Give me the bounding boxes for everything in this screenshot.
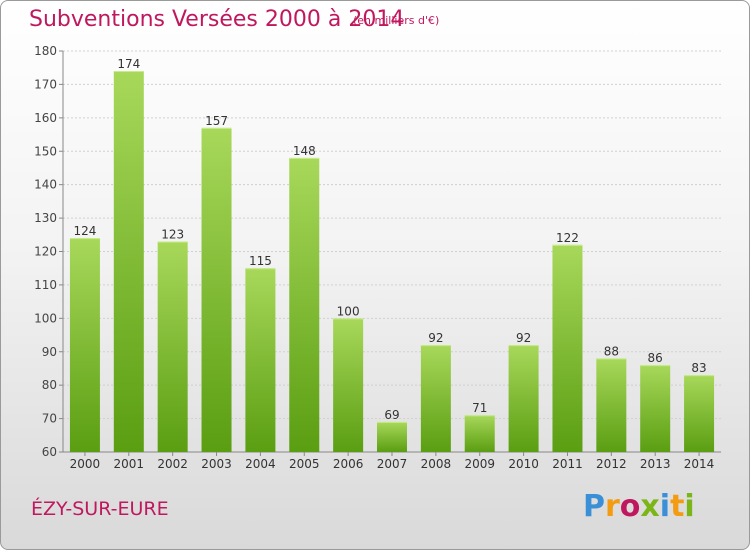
x-tick-label: 2011 bbox=[552, 457, 583, 471]
x-tick-label: 2010 bbox=[508, 457, 539, 471]
logo-letter: o bbox=[619, 489, 641, 524]
bar-value-label: 83 bbox=[691, 361, 706, 375]
bar bbox=[113, 71, 144, 453]
x-tick-label: 2001 bbox=[114, 457, 145, 471]
x-tick-label: 2007 bbox=[377, 457, 408, 471]
bar-value-label: 174 bbox=[117, 57, 140, 71]
y-tick-label: 120 bbox=[34, 245, 57, 259]
y-tick-label: 100 bbox=[34, 311, 57, 325]
x-tick-label: 2002 bbox=[157, 457, 188, 471]
y-tick-label: 110 bbox=[34, 278, 57, 292]
bar bbox=[333, 318, 364, 452]
y-tick-label: 80 bbox=[42, 378, 57, 392]
bar bbox=[464, 415, 495, 452]
bar-value-label: 122 bbox=[556, 231, 579, 245]
y-tick-label: 170 bbox=[34, 77, 57, 91]
bar-value-label: 88 bbox=[604, 344, 619, 358]
x-tick-labels: 2000 2001 2002 2003 2004 2005 2006 2007 2008 2009… bbox=[70, 457, 715, 471]
bar-value-label: 71 bbox=[472, 401, 487, 415]
logo-letter: r bbox=[605, 489, 620, 524]
y-tick-label: 60 bbox=[42, 445, 57, 459]
bar bbox=[640, 365, 671, 452]
bar bbox=[289, 157, 320, 452]
bar bbox=[245, 268, 276, 452]
bar bbox=[157, 241, 188, 452]
y-tick-label: 90 bbox=[42, 345, 57, 359]
x-tick-label: 2013 bbox=[640, 457, 671, 471]
bar-value-label: 86 bbox=[648, 351, 663, 365]
y-tick-labels: 60 70 80 90 100 110 120 130 140 150 160 170 180 bbox=[34, 44, 57, 459]
proxiti-logo[interactable]: Proxiti bbox=[583, 489, 695, 524]
chart-title: Subventions Versées 2000 à 2014 bbox=[29, 7, 405, 32]
bar-value-label: 157 bbox=[205, 114, 228, 128]
bar-value-label: 124 bbox=[73, 224, 96, 238]
bar-value-label: 92 bbox=[516, 331, 531, 345]
logo-letter: P bbox=[583, 489, 605, 524]
bar bbox=[508, 345, 539, 452]
data-labels: 124 174 123 157 115 148 100 69 92 71 92 122 88 86 83 bbox=[73, 57, 706, 422]
bar bbox=[69, 238, 100, 452]
x-tick-label: 2004 bbox=[245, 457, 276, 471]
bar-value-label: 148 bbox=[293, 144, 316, 158]
bar bbox=[684, 375, 715, 452]
x-tick-label: 2012 bbox=[596, 457, 627, 471]
x-tick-label: 2014 bbox=[684, 457, 715, 471]
bar bbox=[201, 127, 232, 452]
bar bbox=[377, 421, 407, 452]
y-tick-label: 140 bbox=[34, 178, 57, 192]
x-tick-label: 2008 bbox=[421, 457, 452, 471]
x-tick-label: 2005 bbox=[289, 457, 320, 471]
y-tick-label: 160 bbox=[34, 111, 57, 125]
commune-name: ÉZY-SUR-EURE bbox=[31, 498, 169, 520]
chart-unit: (en milliers d'€) bbox=[353, 14, 440, 27]
bar bbox=[552, 244, 583, 452]
x-tick-label: 2000 bbox=[70, 457, 101, 471]
bar-value-label: 69 bbox=[384, 408, 399, 422]
bar-value-label: 123 bbox=[161, 227, 184, 241]
bar bbox=[420, 345, 451, 452]
y-tick-label: 150 bbox=[34, 144, 57, 158]
bar-value-label: 100 bbox=[337, 304, 360, 318]
logo-letter: i bbox=[659, 489, 671, 524]
x-tick-label: 2009 bbox=[464, 457, 495, 471]
y-tick-label: 70 bbox=[42, 412, 57, 426]
logo-letter: t bbox=[670, 489, 685, 524]
logo-letter: i bbox=[684, 489, 695, 524]
y-tick-label: 180 bbox=[34, 44, 57, 58]
x-tick-label: 2003 bbox=[201, 457, 232, 471]
bars bbox=[69, 71, 715, 453]
bar-value-label: 115 bbox=[249, 254, 272, 268]
logo-letter: x bbox=[640, 489, 660, 524]
bar-value-label: 92 bbox=[428, 331, 443, 345]
bar bbox=[596, 358, 627, 452]
y-tick-label: 130 bbox=[34, 211, 57, 225]
x-tick-label: 2006 bbox=[333, 457, 364, 471]
